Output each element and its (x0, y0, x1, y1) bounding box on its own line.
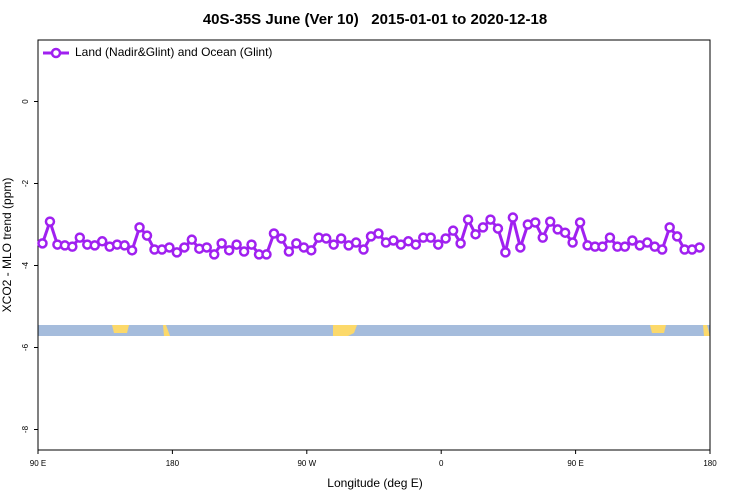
data-point (515, 242, 526, 253)
data-point (477, 222, 489, 233)
data-point (216, 238, 227, 249)
land-patch (163, 325, 170, 336)
data-point (223, 245, 235, 256)
data-point (283, 246, 295, 257)
land-mask (38, 325, 710, 336)
y-tick-label: -4 (21, 261, 30, 269)
data-point (432, 239, 444, 250)
plot-frame (37, 39, 711, 451)
x-axis-label: Longitude (deg E) (327, 476, 422, 490)
data-point (694, 242, 705, 253)
data-point (597, 241, 608, 252)
data-point (37, 238, 48, 249)
data-point (627, 235, 638, 246)
data-point (246, 239, 257, 250)
x-tick-label: 180 (166, 459, 180, 468)
data-point (44, 216, 56, 227)
data-point (201, 242, 212, 253)
data-point (671, 231, 683, 242)
data-point (89, 240, 100, 251)
data-point (604, 232, 616, 243)
data-point (500, 247, 511, 258)
y-tick-label: -2 (21, 179, 30, 187)
land-patch (333, 325, 357, 336)
x-tick-label: 0 (439, 459, 444, 468)
data-point (119, 240, 130, 251)
data-point (306, 245, 317, 256)
data-point (276, 233, 287, 244)
data-point (231, 239, 242, 250)
data-point (642, 237, 653, 248)
data-point (455, 238, 466, 249)
land-patch (650, 325, 666, 333)
data-point (238, 246, 250, 257)
data-point (507, 212, 519, 223)
data-point (350, 237, 362, 248)
data-point (537, 232, 548, 243)
data-point (567, 237, 578, 248)
land-patch (703, 325, 710, 336)
data-point (470, 229, 481, 240)
y-tick-label: 0 (21, 99, 30, 104)
data-point (208, 249, 220, 260)
x-tick-label: 90 W (297, 459, 316, 468)
y-tick-label: -8 (21, 425, 30, 433)
data-point (492, 223, 504, 234)
y-axis-label: XCO2 - MLO trend (ppm) (0, 178, 14, 313)
ocean-band (38, 325, 710, 336)
data-point (447, 225, 459, 236)
data-point (268, 228, 280, 239)
x-tick-label: 180 (703, 459, 717, 468)
data-point (164, 242, 175, 253)
data-point (530, 217, 541, 228)
data-point (261, 249, 272, 260)
data-point (320, 233, 332, 244)
data-point (410, 239, 422, 250)
data-point (656, 244, 668, 255)
data-point (134, 222, 145, 233)
data-point (619, 241, 631, 252)
data-point (67, 241, 78, 252)
data-point (171, 247, 183, 258)
data-point (358, 244, 369, 255)
data-point (291, 238, 302, 249)
data-point (388, 235, 399, 246)
data-point (335, 233, 347, 244)
x-tick-label: 90 E (30, 459, 46, 468)
data-point (74, 232, 86, 243)
data-point (485, 214, 496, 225)
x-tick-label: 90 E (567, 459, 583, 468)
data-point (440, 233, 451, 244)
data-point (96, 236, 108, 247)
data-point (126, 245, 138, 256)
data-point (425, 232, 436, 243)
land-patch (112, 325, 129, 333)
y-tick-label: -6 (21, 343, 30, 351)
data-point (328, 239, 339, 250)
legend-marker (50, 47, 62, 59)
data-point (373, 228, 384, 239)
chart-title: 40S-35S June (Ver 10) 2015-01-01 to 2020… (203, 11, 547, 28)
data-point (462, 214, 474, 225)
data-point (179, 242, 190, 253)
data-point (186, 234, 198, 245)
data-point (664, 222, 675, 233)
data-point (559, 227, 571, 238)
data-point (574, 217, 586, 228)
legend-label: Land (Nadir&Glint) and Ocean (Glint) (75, 45, 272, 59)
data-point (141, 230, 153, 241)
data-point (544, 216, 556, 227)
